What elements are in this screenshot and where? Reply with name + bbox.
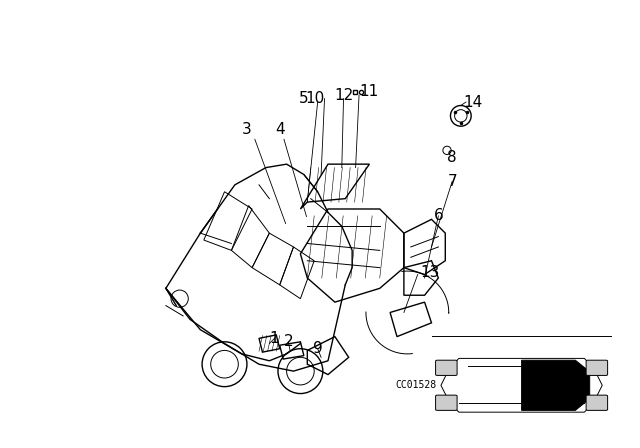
- FancyBboxPatch shape: [436, 360, 457, 375]
- Text: 2: 2: [284, 334, 293, 349]
- FancyBboxPatch shape: [436, 395, 457, 410]
- Text: 6: 6: [433, 208, 444, 224]
- Text: 5: 5: [299, 91, 308, 106]
- Text: 13: 13: [420, 265, 440, 280]
- Text: 7: 7: [447, 174, 457, 189]
- Text: CC01528: CC01528: [396, 380, 436, 390]
- Text: 9: 9: [313, 341, 323, 356]
- Text: 11: 11: [360, 84, 379, 99]
- Polygon shape: [522, 360, 589, 410]
- FancyBboxPatch shape: [586, 395, 607, 410]
- Text: 3: 3: [242, 122, 252, 137]
- FancyBboxPatch shape: [586, 360, 607, 375]
- Text: 10: 10: [305, 91, 324, 106]
- Text: 1: 1: [269, 331, 279, 346]
- Text: 8: 8: [447, 150, 457, 165]
- Text: 14: 14: [463, 95, 483, 110]
- Text: 12: 12: [334, 88, 353, 103]
- Text: 4: 4: [275, 122, 285, 137]
